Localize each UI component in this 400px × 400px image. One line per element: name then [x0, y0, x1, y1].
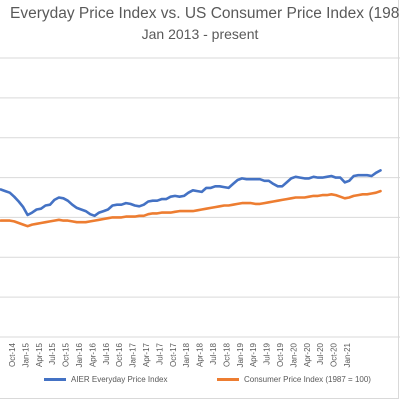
- x-tick-label: Jul-18: [209, 342, 218, 364]
- legend-item-aier: AIER Everyday Price Index: [44, 375, 167, 384]
- x-tick-label: Oct-16: [115, 342, 124, 367]
- x-tick-label: Oct-20: [330, 342, 339, 367]
- x-tick-label: Apr-17: [142, 342, 151, 367]
- x-tick-label: Oct-14: [8, 342, 17, 367]
- x-tick-label: Jul-15: [48, 342, 57, 364]
- series-lines: [0, 169, 382, 228]
- legend-item-cpi: Consumer Price Index (1987 = 100): [217, 375, 371, 384]
- x-tick-label: Oct-17: [169, 342, 178, 367]
- x-tick-label: Jul-16: [102, 342, 111, 364]
- chart-subtitle: Jan 2013 - present: [141, 26, 259, 42]
- x-tick-label: Oct-19: [276, 342, 285, 367]
- x-tick-label: Jan-18: [182, 342, 191, 367]
- x-tick-label: Jul-17: [155, 342, 164, 364]
- legend-swatch-cpi: [217, 378, 239, 381]
- legend-label-aier: AIER Everyday Price Index: [71, 375, 168, 384]
- legend-label-cpi: Consumer Price Index (1987 = 100): [244, 375, 371, 384]
- x-axis-tick-labels: Oct-14 Jan-15 Apr-15 Jul-15 Oct-15 Jan-16 Apr-…: [8, 342, 352, 367]
- x-tick-label: Jan-20: [289, 342, 298, 367]
- x-tick-label: Jan-19: [236, 342, 245, 367]
- x-tick-label: Jul-19: [263, 342, 272, 364]
- x-tick-label: Apr-15: [35, 342, 44, 367]
- series-line-cpi: [0, 189, 382, 228]
- x-tick-label: Oct-15: [62, 342, 71, 367]
- x-tick-label: Jan-16: [75, 342, 84, 367]
- chart-title: Everyday Price Index vs. US Consumer Pri…: [9, 5, 400, 22]
- x-tick-label: Jan-17: [129, 342, 138, 367]
- x-tick-label: Apr-19: [249, 342, 258, 367]
- x-tick-label: Apr-20: [303, 342, 312, 367]
- x-tick-label: Apr-18: [196, 342, 205, 367]
- x-tick-label: Jul-20: [316, 342, 325, 364]
- x-tick-label: Jan-15: [21, 342, 30, 367]
- gridlines: [0, 57, 400, 338]
- legend: AIER Everyday Price Index Consumer Price…: [0, 375, 400, 389]
- legend-swatch-aier: [44, 378, 66, 381]
- x-tick-label: Apr-16: [88, 342, 97, 367]
- x-tick-label: Oct-18: [222, 342, 231, 367]
- x-tick-label: Jan-21: [343, 342, 352, 367]
- series-line-aier: [0, 169, 382, 218]
